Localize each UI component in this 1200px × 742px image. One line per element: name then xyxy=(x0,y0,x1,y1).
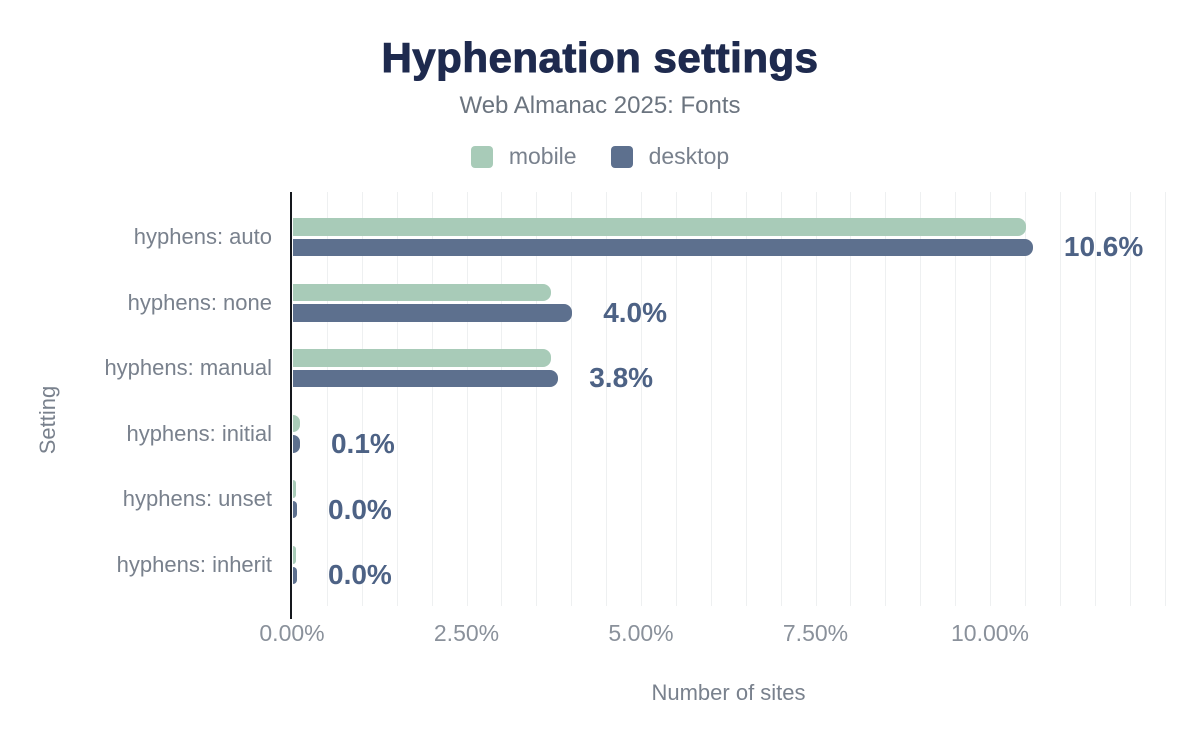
bar-desktop-hyphens-manual xyxy=(293,369,559,388)
gridline xyxy=(850,192,852,606)
gridline xyxy=(361,192,363,606)
bar-desktop-hyphens-auto xyxy=(293,238,1033,256)
bar-desktop-hyphens-initial xyxy=(293,435,300,453)
bar-mobile-hyphens-manual xyxy=(293,349,552,367)
category-label-hyphens-manual: hyphens: manual xyxy=(104,355,272,381)
x-tick-label-0-00: 0.00% xyxy=(259,620,325,646)
x-tick-label-2-50: 2.50% xyxy=(433,620,500,646)
gridline xyxy=(396,192,398,606)
gridline xyxy=(780,192,782,606)
category-label-hyphens-unset: hyphens: unset xyxy=(122,486,272,512)
gridline xyxy=(1129,192,1131,606)
gridline xyxy=(1094,192,1096,606)
value-label-hyphens-manual: 3.8% xyxy=(589,362,654,394)
gridline xyxy=(815,192,817,606)
legend-label-desktop: desktop xyxy=(648,143,730,169)
bar-desktop-hyphens-unset xyxy=(293,500,297,519)
x-tick-label-10-00: 10.00% xyxy=(950,620,1029,646)
value-label-hyphens-initial: 0.1% xyxy=(330,428,395,460)
gridline xyxy=(990,192,991,606)
gridline xyxy=(1024,192,1026,606)
y-axis-line xyxy=(290,192,292,619)
gridline xyxy=(745,192,747,606)
gridline xyxy=(606,192,608,606)
x-tick-label-7-50: 7.50% xyxy=(782,620,849,646)
gridline xyxy=(641,192,642,606)
legend-label-mobile: mobile xyxy=(508,143,577,169)
legend-swatch-mobile xyxy=(470,145,493,168)
bar-mobile-hyphens-unset xyxy=(293,480,296,498)
legend: mobile desktop xyxy=(0,143,1200,170)
bar-mobile-hyphens-auto xyxy=(293,218,1026,236)
gridline xyxy=(885,192,887,606)
plot-area xyxy=(292,192,1166,608)
bar-desktop-hyphens-inherit xyxy=(293,566,297,584)
gridline xyxy=(501,192,503,606)
category-label-hyphens-initial: hyphens: initial xyxy=(126,420,272,446)
gridline xyxy=(571,192,573,606)
value-label-hyphens-unset: 0.0% xyxy=(328,493,392,525)
chart-subtitle: Web Almanac 2025: Fonts xyxy=(459,92,741,119)
gridline xyxy=(710,192,712,606)
value-label-hyphens-auto: 10.6% xyxy=(1063,231,1144,263)
category-label-hyphens-inherit: hyphens: inherit xyxy=(116,552,272,577)
legend-swatch-desktop xyxy=(610,145,633,168)
gridline xyxy=(536,192,538,606)
chart-title: Hyphenation settings xyxy=(381,34,819,81)
value-label-hyphens-none: 4.0% xyxy=(603,296,668,328)
bar-mobile-hyphens-none xyxy=(293,283,552,302)
bar-mobile-hyphens-initial xyxy=(293,414,300,433)
gridline xyxy=(1059,192,1061,606)
gridline xyxy=(920,192,922,606)
category-label-hyphens-none: hyphens: none xyxy=(127,289,272,315)
gridline xyxy=(431,192,433,606)
gridline xyxy=(466,192,468,606)
gridline xyxy=(326,192,328,606)
legend-item-mobile[interactable]: mobile xyxy=(470,143,577,170)
bar-desktop-hyphens-none xyxy=(293,304,573,322)
gridline xyxy=(955,192,957,606)
x-axis-title: Number of sites xyxy=(651,680,806,705)
y-axis-title: Setting xyxy=(35,385,60,455)
gridline xyxy=(1164,192,1166,606)
x-tick-label-5-00: 5.00% xyxy=(608,620,674,646)
legend-item-desktop[interactable]: desktop xyxy=(610,143,730,170)
gridline xyxy=(675,192,677,606)
value-label-hyphens-inherit: 0.0% xyxy=(328,559,392,591)
bar-mobile-hyphens-inherit xyxy=(293,546,296,564)
category-label-hyphens-auto: hyphens: auto xyxy=(133,224,272,249)
